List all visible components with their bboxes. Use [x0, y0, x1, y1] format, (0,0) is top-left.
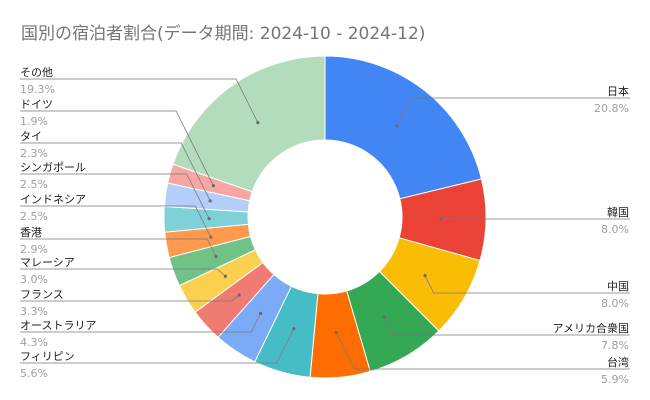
leader-dot-12	[208, 199, 212, 203]
slice-percent-14: 19.3%	[20, 83, 55, 96]
slice-percent-8: 3.0%	[20, 273, 48, 286]
slice-percent-4: 5.9%	[601, 373, 629, 386]
slice-label-9: 香港	[20, 226, 42, 239]
slice-label-5: フィリピン	[20, 350, 75, 363]
slice-label-14: その他	[20, 66, 53, 79]
slice-label-3: アメリカ合衆国	[553, 321, 629, 335]
slice-percent-12: 2.3%	[20, 147, 48, 160]
leader-dot-0	[395, 124, 399, 128]
leader-dot-13	[211, 184, 215, 188]
slice-label-0: 日本	[607, 84, 629, 98]
slice-percent-10: 2.5%	[20, 210, 48, 223]
leader-line-8	[20, 268, 226, 277]
leader-line-7	[20, 294, 240, 302]
slice-percent-3: 7.8%	[601, 339, 629, 352]
leader-line-10	[20, 205, 212, 238]
leader-dot-4	[334, 330, 338, 334]
leader-line-0	[396, 97, 630, 127]
slice-percent-13: 1.9%	[20, 115, 48, 128]
slice-percent-6: 4.3%	[20, 336, 48, 349]
leader-line-11	[20, 173, 210, 219]
leader-dot-10	[209, 235, 213, 239]
leader-dot-6	[258, 311, 263, 315]
slice-percent-7: 3.3%	[20, 305, 48, 318]
leader-line-12	[20, 142, 211, 202]
leader-dot-14	[256, 120, 260, 125]
leader-line-14	[20, 78, 259, 123]
leader-dot-5	[292, 327, 296, 331]
leader-line-13	[20, 110, 214, 186]
leader-dot-9	[214, 254, 218, 259]
slice-label-8: マレーシア	[20, 256, 75, 269]
slice-percent-9: 2.9%	[20, 243, 48, 256]
leader-dot-3	[382, 315, 386, 319]
slice-percent-5: 5.6%	[20, 367, 48, 380]
leader-dot-1	[439, 217, 443, 221]
slice-label-7: フランス	[20, 288, 64, 301]
slice-14	[172, 55, 326, 193]
slice-label-1: 韓国	[607, 206, 629, 219]
slice-percent-0: 20.8%	[594, 102, 629, 115]
slice-label-13: ドイツ	[20, 98, 53, 111]
slice-label-2: 中国	[607, 280, 629, 293]
leader-line-5	[20, 328, 295, 364]
slice-label-12: タイ	[20, 130, 42, 143]
leader-dot-8	[223, 274, 227, 278]
slice-percent-11: 2.5%	[20, 178, 48, 191]
leader-line-4	[335, 332, 630, 370]
slice-percent-2: 8.0%	[601, 297, 629, 310]
leader-dot-7	[237, 293, 241, 297]
slice-label-6: オーストラリア	[20, 319, 96, 332]
leader-line-2	[424, 275, 630, 294]
leader-line-3	[383, 316, 630, 336]
chart-title: 国別の宿泊者割合(データ期間: 2024-10 - 2024-12)	[21, 23, 425, 44]
leader-line-9	[20, 238, 217, 257]
slice-label-4: 台湾	[607, 355, 629, 369]
labels-group: 日本 20.8% 韓国 8.0% 中国 8.0% アメリカ合衆国 7.8% 台湾 5.9% フィリピ…	[20, 66, 629, 386]
leader-line-6	[20, 313, 261, 333]
slice-label-10: インドネシア	[20, 193, 86, 206]
slice-0	[324, 55, 483, 200]
slice-label-11: シンガポール	[20, 161, 86, 174]
leader-dot-11	[207, 217, 211, 221]
slices-group	[163, 55, 487, 379]
leader-dot-2	[423, 274, 427, 278]
leader-lines-group	[20, 78, 630, 370]
slice-percent-1: 8.0%	[601, 223, 629, 236]
